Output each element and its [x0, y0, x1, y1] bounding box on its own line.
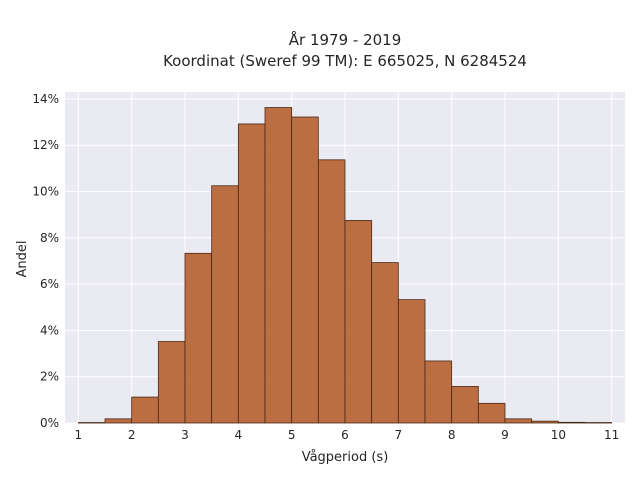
histogram-bar [424, 360, 453, 424]
x-tick-label: 7 [395, 428, 403, 442]
y-tick-label: 10% [32, 185, 59, 199]
histogram-bar [237, 123, 266, 424]
histogram-bar [291, 116, 319, 424]
y-axis-ticks: 0% 2% 4% 6% 8% 10% 12% 14% [32, 92, 59, 430]
x-tick-label: 6 [341, 428, 349, 442]
y-axis-label: Andel [15, 241, 30, 278]
x-axis-ticks: 1 2 3 4 5 6 7 8 9 10 11 [75, 428, 620, 442]
histogram-bar [371, 262, 399, 424]
x-tick-label: 1 [75, 428, 83, 442]
y-tick-label: 6% [40, 277, 59, 291]
y-tick-label: 2% [40, 370, 59, 384]
y-tick-label: 8% [40, 231, 59, 245]
histogram-bar [344, 220, 373, 424]
x-tick-label: 5 [288, 428, 296, 442]
y-tick-label: 12% [32, 138, 59, 152]
bars [77, 107, 613, 424]
histogram-bar [104, 418, 133, 424]
histogram-bar [77, 422, 106, 424]
x-tick-label: 11 [604, 428, 619, 442]
x-tick-label: 2 [128, 428, 136, 442]
y-tick-label: 14% [32, 92, 59, 106]
histogram-bar [557, 421, 586, 424]
histogram-bar [211, 185, 239, 424]
y-tick-label: 4% [40, 323, 59, 337]
x-tick-label: 3 [181, 428, 189, 442]
histogram-bar [317, 159, 346, 424]
histogram-bar [397, 299, 426, 424]
x-tick-label: 8 [448, 428, 456, 442]
chart-title-line1: År 1979 - 2019 [289, 30, 402, 49]
histogram-bar [504, 418, 533, 424]
x-axis-label: Vågperiod (s) [302, 450, 389, 465]
histogram-bar [184, 252, 213, 424]
histogram-bar [131, 396, 159, 424]
x-tick-label: 10 [551, 428, 566, 442]
histogram-bar [264, 107, 293, 424]
x-tick-label: 4 [235, 428, 243, 442]
histogram-bar [531, 420, 559, 424]
chart-title-line2: Koordinat (Sweref 99 TM): E 665025, N 62… [163, 52, 527, 70]
x-tick-label: 9 [501, 428, 509, 442]
y-tick-label: 0% [40, 416, 59, 430]
histogram-bar [477, 402, 506, 424]
histogram-bar [451, 386, 479, 424]
histogram-bar [157, 341, 186, 424]
histogram-bar [584, 422, 613, 424]
